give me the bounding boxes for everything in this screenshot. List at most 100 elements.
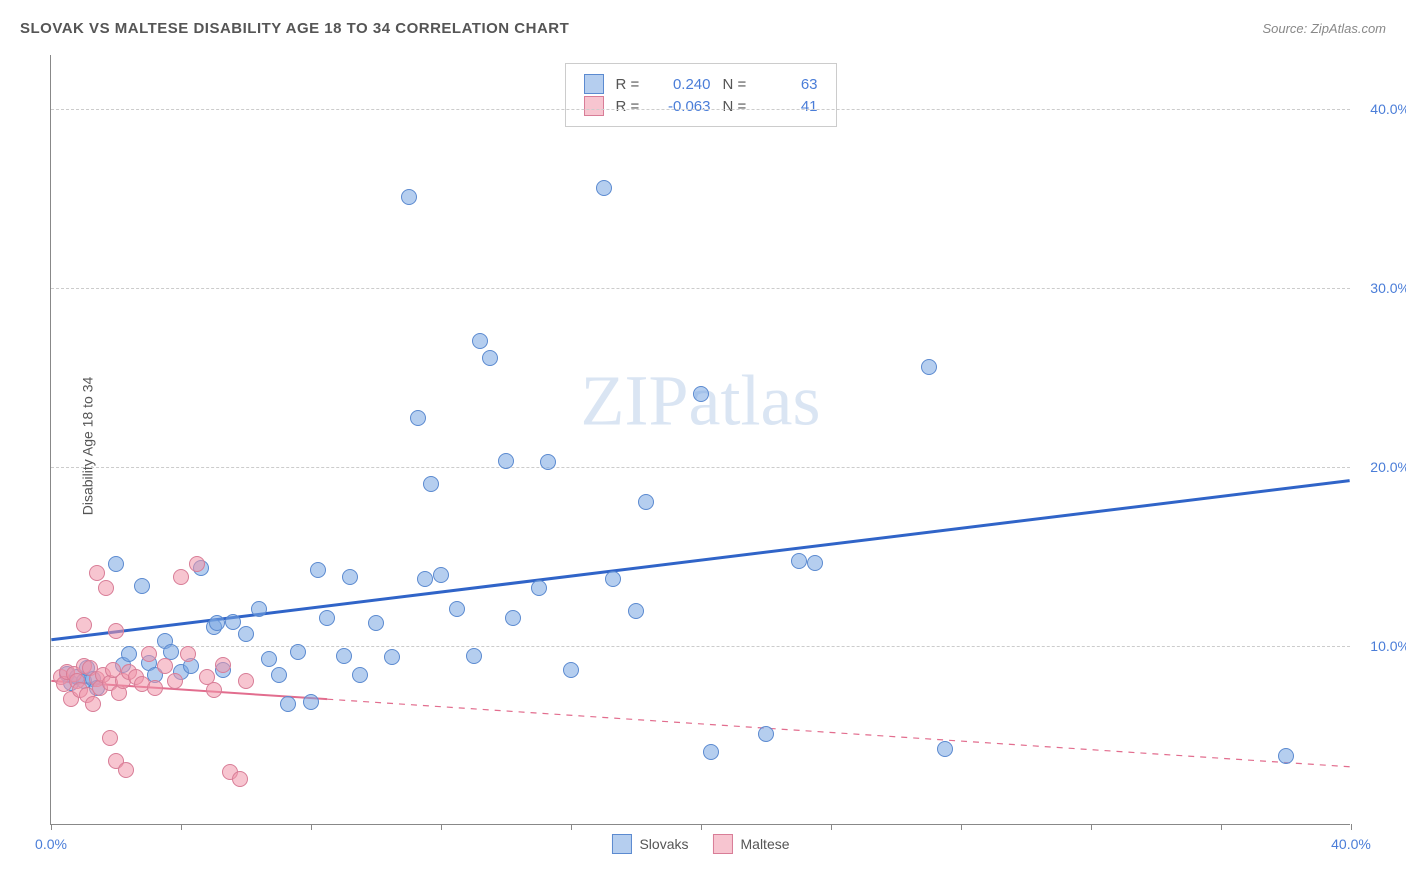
data-point — [703, 744, 719, 760]
swatch-slovaks — [584, 74, 604, 94]
plot-area: ZIPatlas R = 0.240 N = 63 R = -0.063 N =… — [50, 55, 1350, 825]
data-point — [336, 648, 352, 664]
y-tick-label: 30.0% — [1370, 280, 1406, 296]
r-label: R = — [616, 76, 644, 93]
x-tick — [571, 824, 572, 830]
data-point — [141, 646, 157, 662]
gridline — [51, 467, 1350, 468]
x-tick-label: 0.0% — [35, 836, 67, 852]
gridline — [51, 646, 1350, 647]
legend-label-slovaks: Slovaks — [639, 836, 688, 852]
x-tick — [1351, 824, 1352, 830]
series-legend: Slovaks Maltese — [611, 834, 789, 854]
data-point — [417, 571, 433, 587]
trend-lines — [51, 55, 1350, 824]
data-point — [189, 556, 205, 572]
title-bar: SLOVAK VS MALTESE DISABILITY AGE 18 TO 3… — [20, 20, 1386, 37]
x-tick-label: 40.0% — [1331, 836, 1371, 852]
data-point — [319, 610, 335, 626]
data-point — [605, 571, 621, 587]
n-label: N = — [723, 98, 751, 115]
data-point — [531, 580, 547, 596]
swatch-maltese-icon — [713, 834, 733, 854]
data-point — [596, 180, 612, 196]
data-point — [215, 657, 231, 673]
data-point — [937, 741, 953, 757]
y-tick-label: 10.0% — [1370, 638, 1406, 654]
data-point — [157, 658, 173, 674]
x-tick — [831, 824, 832, 830]
data-point — [758, 726, 774, 742]
data-point — [108, 623, 124, 639]
legend-item-maltese: Maltese — [713, 834, 790, 854]
data-point — [342, 569, 358, 585]
data-point — [280, 696, 296, 712]
data-point — [921, 359, 937, 375]
data-point — [540, 454, 556, 470]
data-point — [134, 578, 150, 594]
data-point — [238, 673, 254, 689]
x-tick — [961, 824, 962, 830]
data-point — [638, 494, 654, 510]
data-point — [271, 667, 287, 683]
data-point — [433, 567, 449, 583]
data-point — [310, 562, 326, 578]
chart-container: SLOVAK VS MALTESE DISABILITY AGE 18 TO 3… — [0, 0, 1406, 892]
data-point — [98, 580, 114, 596]
r-value-maltese: -0.063 — [656, 98, 711, 115]
data-point — [206, 682, 222, 698]
x-tick — [701, 824, 702, 830]
data-point — [85, 696, 101, 712]
source-label: Source: ZipAtlas.com — [1262, 21, 1386, 36]
data-point — [238, 626, 254, 642]
data-point — [410, 410, 426, 426]
data-point — [449, 601, 465, 617]
data-point — [118, 762, 134, 778]
data-point — [76, 617, 92, 633]
data-point — [180, 646, 196, 662]
data-point — [102, 730, 118, 746]
data-point — [384, 649, 400, 665]
legend-label-maltese: Maltese — [741, 836, 790, 852]
gridline — [51, 288, 1350, 289]
data-point — [807, 555, 823, 571]
n-value-maltese: 41 — [763, 98, 818, 115]
data-point — [401, 189, 417, 205]
swatch-maltese — [584, 96, 604, 116]
data-point — [108, 556, 124, 572]
data-point — [368, 615, 384, 631]
r-value-slovaks: 0.240 — [656, 76, 711, 93]
data-point — [472, 333, 488, 349]
r-label: R = — [616, 98, 644, 115]
data-point — [251, 601, 267, 617]
gridline — [51, 109, 1350, 110]
data-point — [498, 453, 514, 469]
y-tick-label: 20.0% — [1370, 459, 1406, 475]
x-tick — [51, 824, 52, 830]
n-label: N = — [723, 76, 751, 93]
x-tick — [1221, 824, 1222, 830]
legend-row-maltese: R = -0.063 N = 41 — [584, 96, 818, 116]
data-point — [505, 610, 521, 626]
y-tick-label: 40.0% — [1370, 101, 1406, 117]
data-point — [173, 569, 189, 585]
data-point — [232, 771, 248, 787]
data-point — [261, 651, 277, 667]
chart-title: SLOVAK VS MALTESE DISABILITY AGE 18 TO 3… — [20, 20, 569, 37]
correlation-legend: R = 0.240 N = 63 R = -0.063 N = 41 — [565, 63, 837, 127]
data-point — [290, 644, 306, 660]
data-point — [209, 615, 225, 631]
data-point — [1278, 748, 1294, 764]
data-point — [352, 667, 368, 683]
swatch-slovaks-icon — [611, 834, 631, 854]
x-tick — [1091, 824, 1092, 830]
data-point — [225, 614, 241, 630]
legend-row-slovaks: R = 0.240 N = 63 — [584, 74, 818, 94]
x-tick — [441, 824, 442, 830]
n-value-slovaks: 63 — [763, 76, 818, 93]
data-point — [482, 350, 498, 366]
data-point — [791, 553, 807, 569]
data-point — [466, 648, 482, 664]
x-tick — [181, 824, 182, 830]
data-point — [121, 646, 137, 662]
